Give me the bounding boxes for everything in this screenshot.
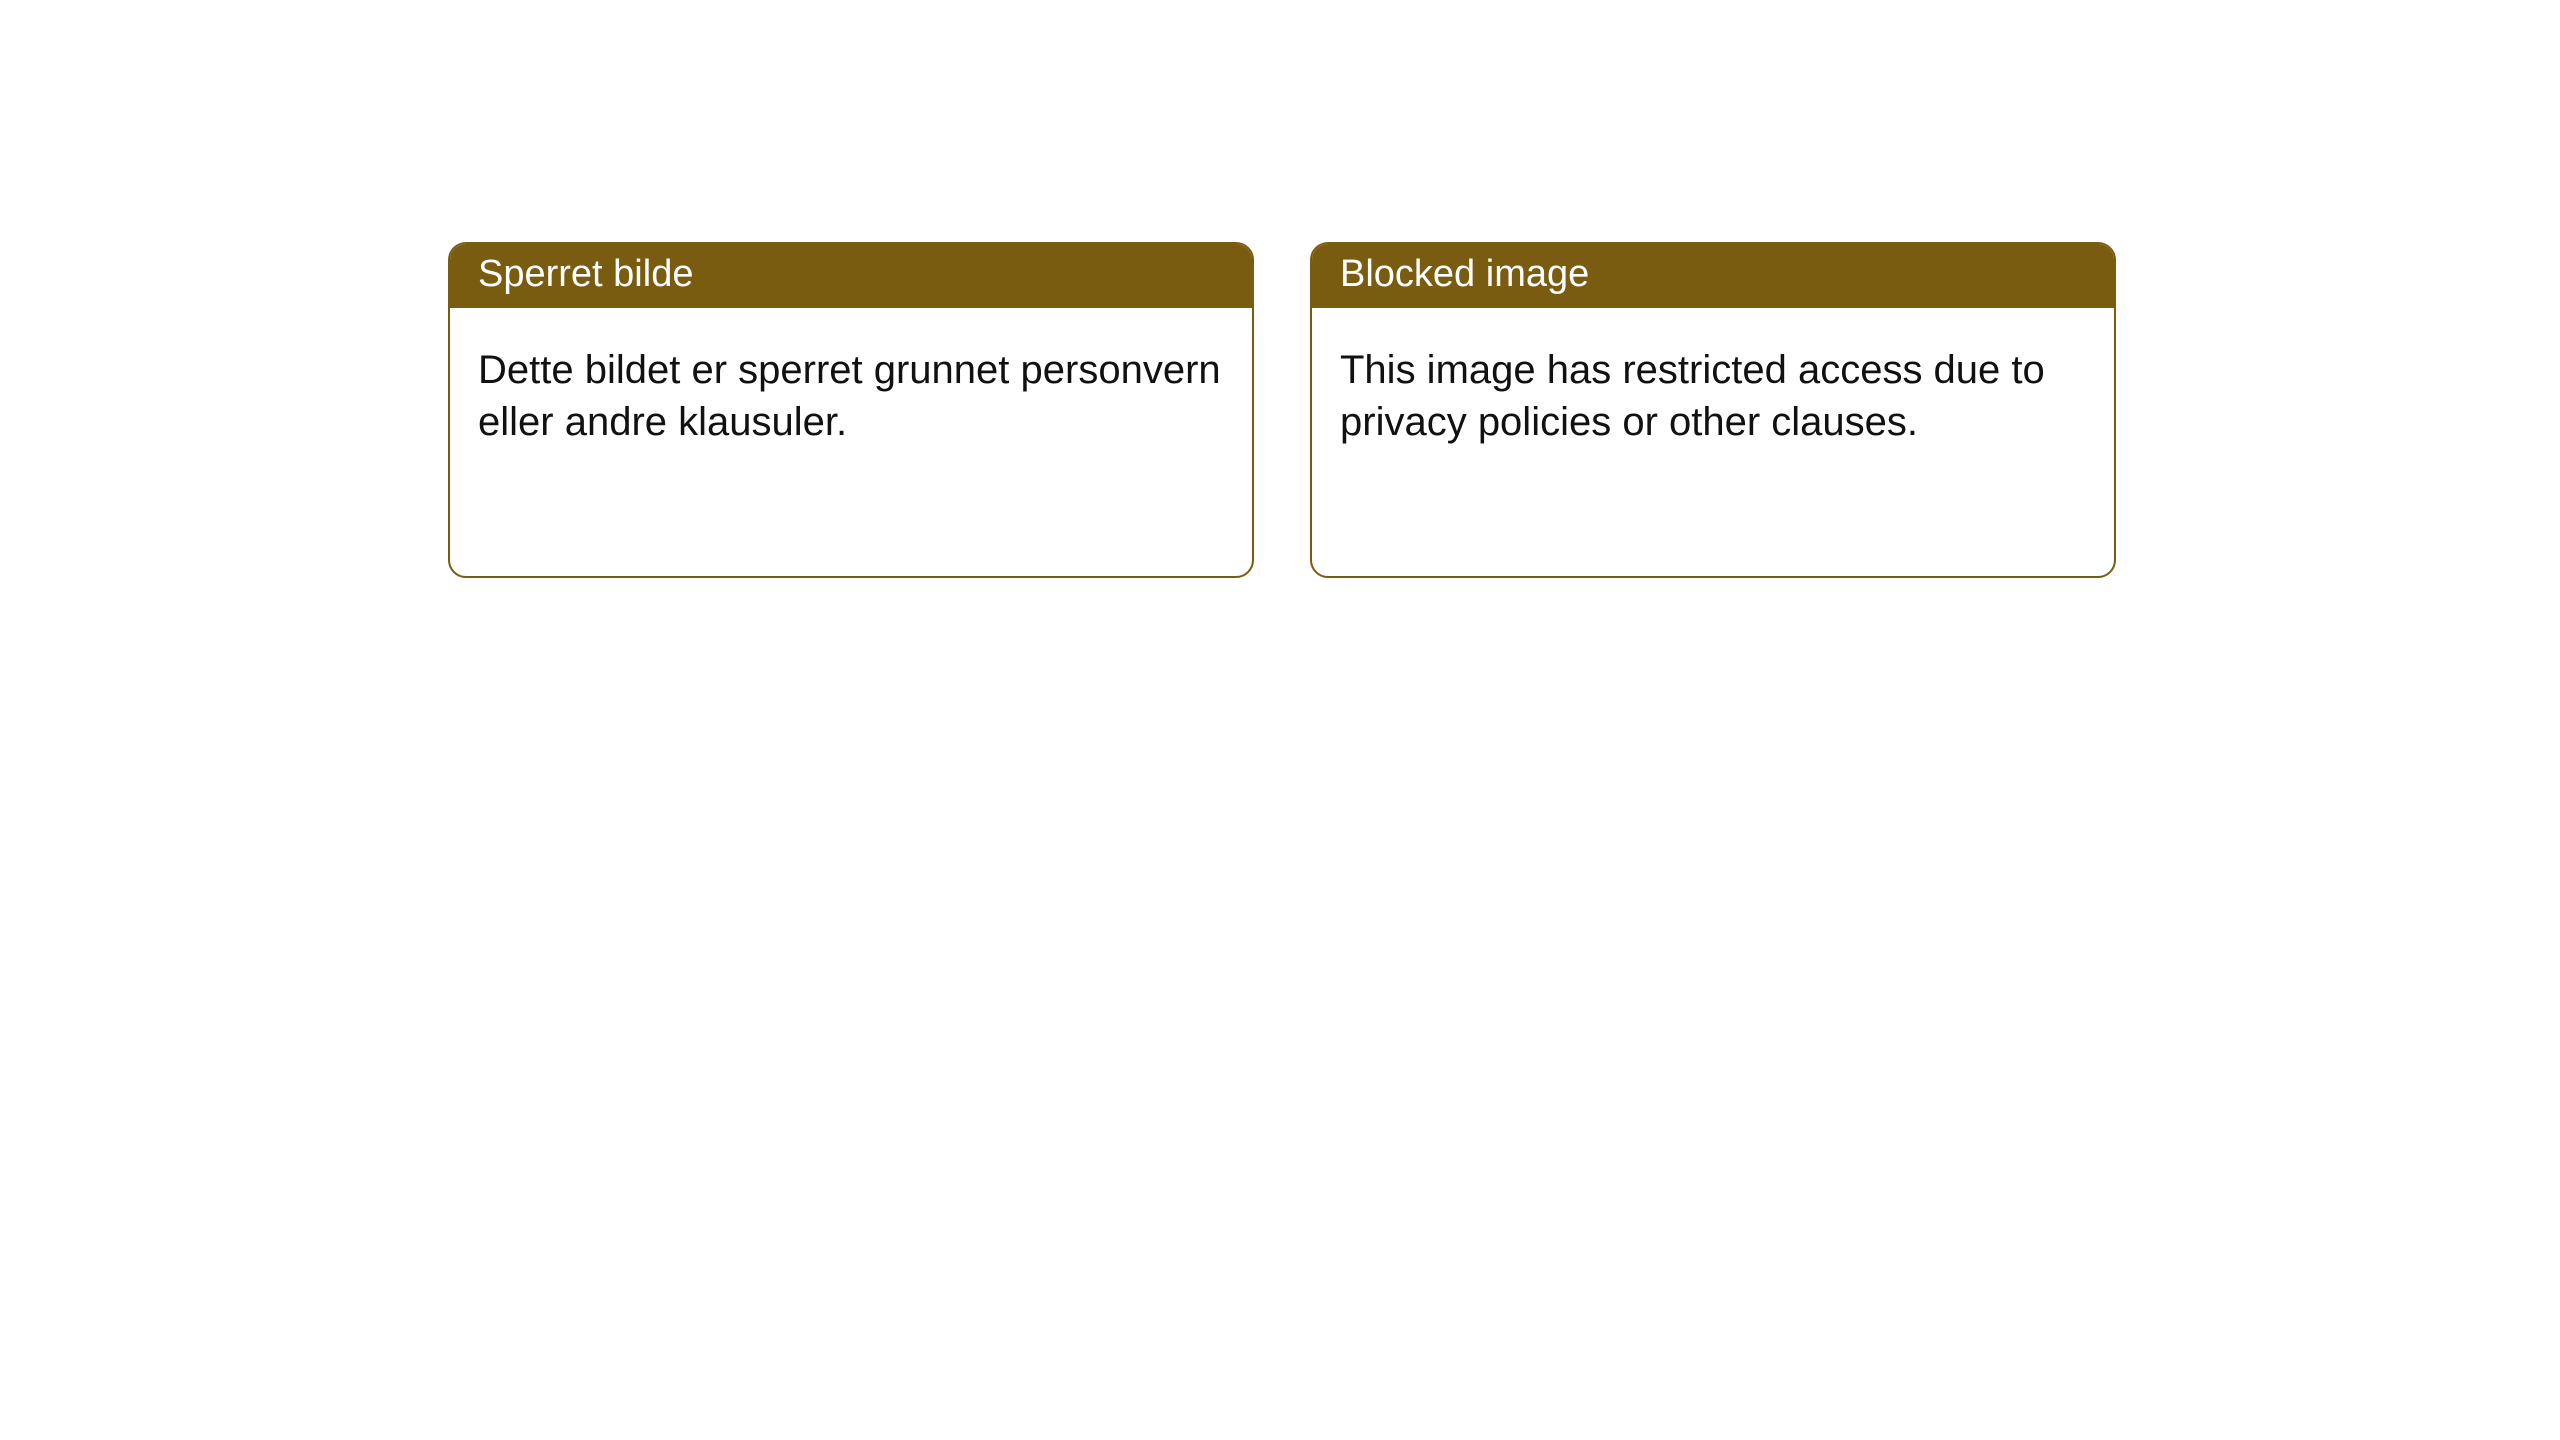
notice-body: Dette bildet er sperret grunnet personve… xyxy=(450,308,1252,476)
notice-card-norwegian: Sperret bilde Dette bildet er sperret gr… xyxy=(448,242,1254,578)
notice-container: Sperret bilde Dette bildet er sperret gr… xyxy=(0,0,2560,578)
notice-header: Blocked image xyxy=(1312,244,2114,308)
notice-card-english: Blocked image This image has restricted … xyxy=(1310,242,2116,578)
notice-header: Sperret bilde xyxy=(450,244,1252,308)
notice-body-text: Dette bildet er sperret grunnet personve… xyxy=(478,348,1221,444)
notice-body-text: This image has restricted access due to … xyxy=(1340,348,2045,444)
notice-body: This image has restricted access due to … xyxy=(1312,308,2114,476)
notice-title: Blocked image xyxy=(1340,253,1589,295)
notice-title: Sperret bilde xyxy=(478,253,693,295)
